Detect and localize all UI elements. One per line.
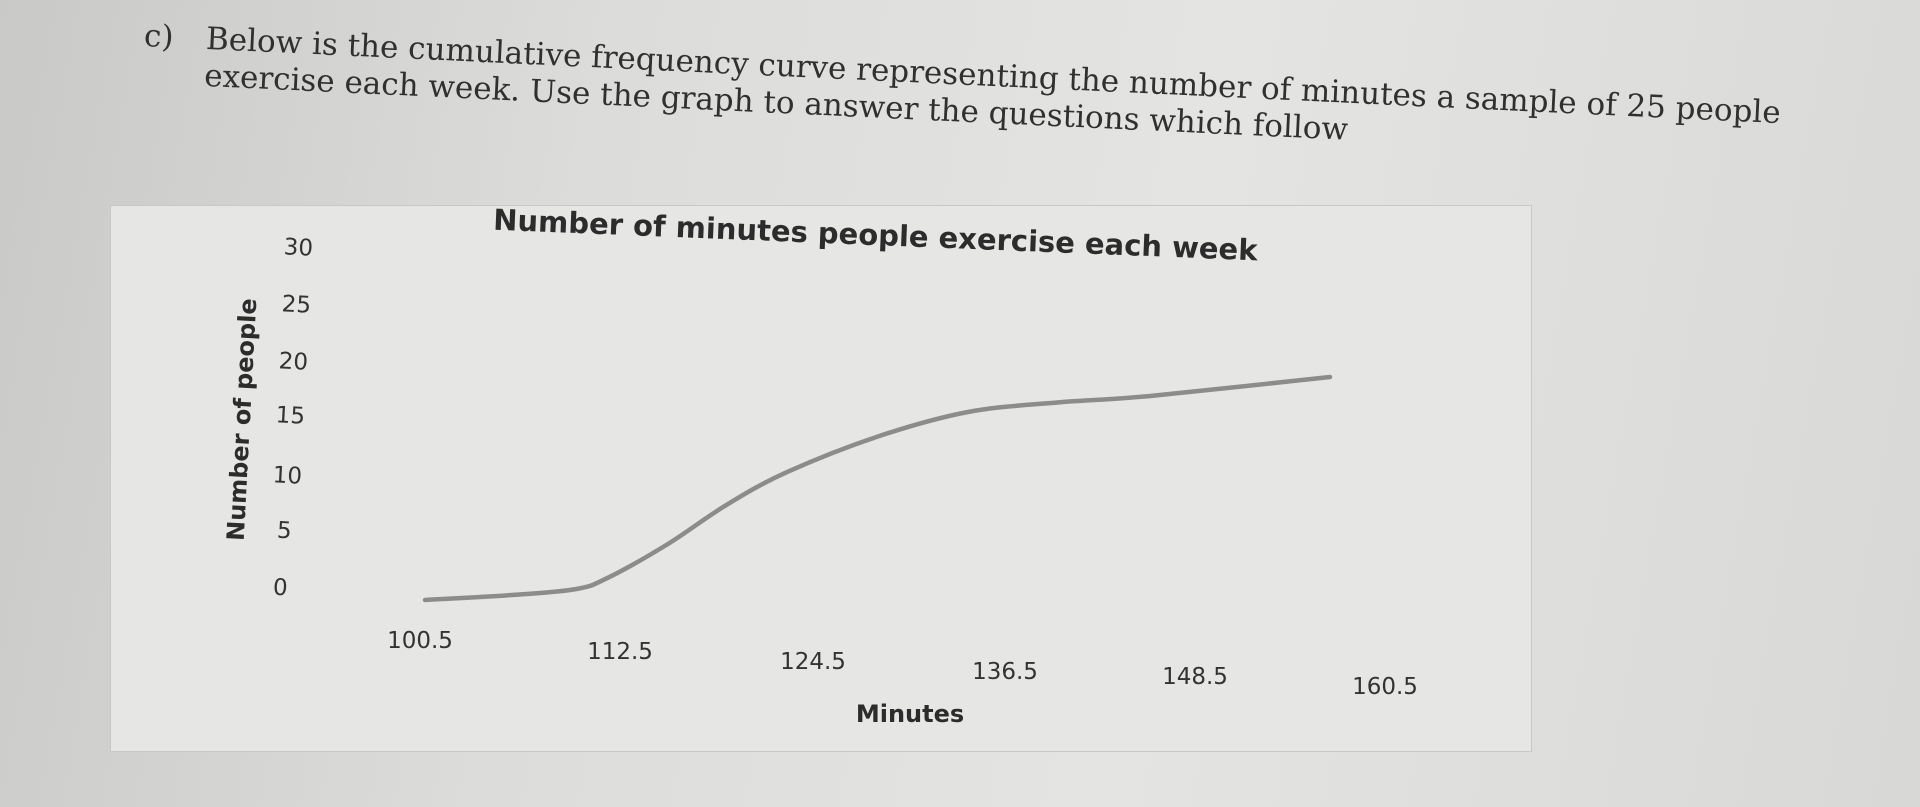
- x-tick-label: 124.5: [780, 649, 846, 675]
- x-tick-label: 160.5: [1352, 674, 1418, 700]
- y-axis-ticks: 0 5 10 15 20 25 30: [272, 234, 314, 601]
- x-tick-label: 136.5: [972, 659, 1038, 685]
- chart-title: Number of minutes people exercise each w…: [493, 203, 1259, 268]
- x-tick-label: 148.5: [1162, 664, 1228, 690]
- x-tick-label: 112.5: [587, 639, 653, 665]
- y-tick-label: 25: [281, 291, 312, 318]
- y-axis-title: Number of people: [222, 298, 263, 542]
- y-tick-label: 5: [276, 518, 292, 545]
- y-tick-label: 30: [283, 234, 314, 261]
- x-axis-ticks: 100.5 112.5 124.5 136.5 148.5 160.5: [387, 628, 1418, 700]
- x-tick-label: 100.5: [387, 628, 453, 654]
- x-axis-title: Minutes: [856, 700, 964, 728]
- y-tick-label: 15: [275, 402, 306, 429]
- y-tick-label: 10: [272, 462, 303, 489]
- paper-sheet: [110, 205, 1532, 752]
- y-tick-label: 0: [272, 575, 288, 602]
- y-tick-label: 20: [278, 348, 309, 375]
- cumulative-frequency-curve: [422, 374, 1333, 603]
